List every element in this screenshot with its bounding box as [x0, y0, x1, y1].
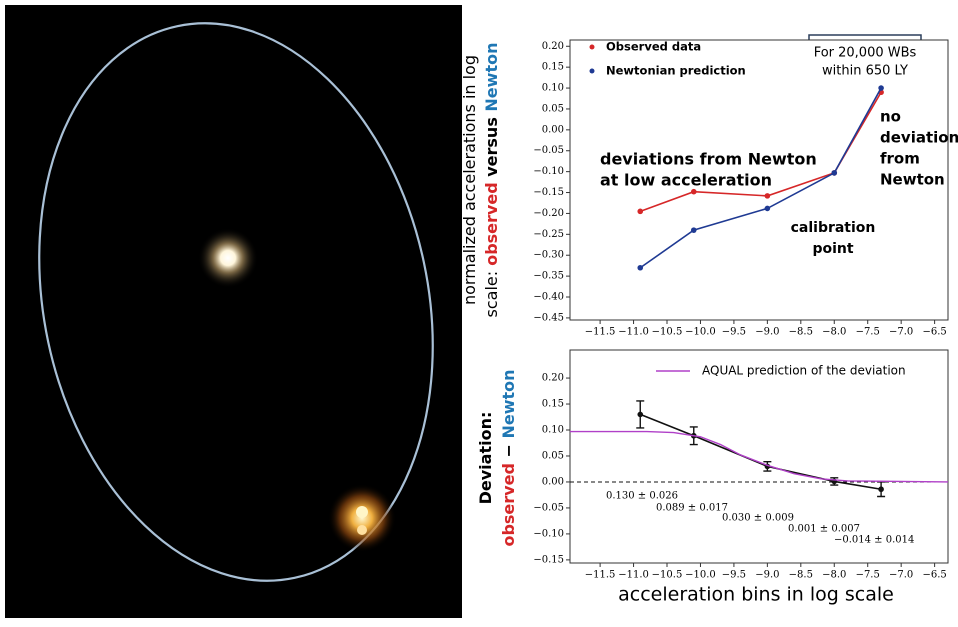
y-axis-label-part: Deviation: [476, 412, 495, 505]
point [878, 85, 884, 91]
x-tick-label: −11.5 [585, 570, 616, 581]
x-tick-label: −9.5 [722, 570, 746, 581]
x-tick-label: −11.5 [585, 327, 616, 338]
x-tick-label: −7.0 [889, 327, 913, 338]
annotation: calibration [791, 220, 876, 236]
y-tick-label: 0.05 [542, 103, 564, 114]
series-line [570, 430, 949, 483]
legend-marker [589, 44, 595, 50]
annotation: within 650 LY [822, 64, 908, 79]
y-tick-label: 0.15 [542, 399, 564, 410]
legend-label: AQUAL prediction of the deviation [702, 364, 906, 378]
x-tick-label: −10.0 [685, 327, 716, 338]
y-tick-label: −0.15 [533, 187, 564, 198]
y-tick-label: −0.10 [533, 528, 564, 539]
orbit [38, 22, 434, 582]
y-axis-label: scale: observed versus Newton [482, 43, 501, 318]
annotation: point [812, 241, 853, 257]
value-label: 0.001 ± 0.007 [788, 524, 860, 535]
x-tick-label: −9.0 [755, 570, 779, 581]
x-tick-label: −11.0 [618, 570, 649, 581]
x-tick-label: −10.5 [652, 570, 683, 581]
x-tick-label: −8.0 [822, 570, 846, 581]
y-tick-label: 0.05 [542, 450, 564, 461]
y-tick-label: 0.00 [542, 476, 564, 487]
annotation: deviations from Newton [600, 150, 817, 169]
y-axis-label-part: Newton [499, 369, 518, 438]
y-axis-label: normalized accelerations in log [460, 55, 479, 305]
y-axis-label-part: Newton [482, 43, 501, 112]
x-tick-label: −6.5 [922, 570, 946, 581]
x-tick-label: −9.5 [722, 327, 746, 338]
y-tick-label: 0.15 [542, 62, 564, 73]
value-label: −0.014 ± 0.014 [834, 535, 914, 546]
x-tick-label: −10.5 [652, 327, 683, 338]
y-axis-label-part: normalized accelerations in log [460, 55, 479, 305]
y-tick-label: 0.10 [542, 425, 564, 436]
y-tick-label: −0.15 [533, 554, 564, 565]
point [637, 264, 644, 271]
x-tick-label: −11.0 [618, 327, 649, 338]
x-tick-label: −7.5 [856, 327, 880, 338]
x-tick-label: −9.0 [755, 327, 779, 338]
y-tick-label: 0.20 [542, 41, 564, 52]
legend-marker [589, 68, 595, 74]
y-axis-label-part: scale: [482, 266, 501, 318]
point [764, 205, 771, 212]
x-tick-label: −6.5 [922, 327, 946, 338]
annotation: from [880, 150, 920, 168]
y-tick-label: −0.35 [533, 271, 564, 282]
x-tick-label: −7.5 [856, 570, 880, 581]
orbit-image [5, 5, 462, 618]
annotation: Newton [880, 171, 945, 189]
plot-frame [569, 349, 949, 564]
y-axis-label: Deviation: [476, 412, 495, 505]
y-tick-label: −0.20 [533, 208, 564, 219]
annotation: deviation [880, 129, 958, 147]
point [637, 208, 644, 215]
point [831, 170, 838, 176]
x-tick-label: −8.0 [822, 327, 846, 338]
star [198, 228, 258, 288]
y-tick-label: 0.20 [542, 373, 564, 384]
legend-label: Observed data [606, 40, 701, 54]
y-tick-label: −0.10 [533, 166, 564, 177]
value-label: 0.030 ± 0.009 [722, 513, 794, 524]
y-tick-label: 0.10 [542, 83, 564, 94]
x-tick-label: −10.0 [685, 570, 716, 581]
y-tick-label: −0.25 [533, 229, 564, 240]
point [637, 411, 644, 418]
y-axis-label: observed − Newton [499, 369, 518, 546]
y-axis-label-part: observed [499, 463, 518, 546]
star [357, 525, 367, 535]
star [356, 506, 368, 518]
x-tick-label: −8.5 [789, 327, 813, 338]
value-label: 0.130 ± 0.026 [606, 491, 678, 502]
point [690, 227, 697, 233]
point [690, 188, 697, 195]
y-tick-label: −0.05 [533, 502, 564, 513]
y-tick-label: −0.40 [533, 292, 564, 303]
point [764, 193, 771, 199]
y-tick-label: 0.00 [542, 124, 564, 135]
x-tick-label: −7.0 [889, 570, 913, 581]
y-axis-label-part: − [499, 439, 518, 464]
y-tick-label: −0.30 [533, 250, 564, 261]
y-axis-label-part: observed [482, 182, 501, 265]
legend-label: Newtonian prediction [606, 64, 746, 78]
x-axis-label: acceleration bins in log scale [618, 584, 894, 606]
y-tick-label: −0.05 [533, 145, 564, 156]
y-tick-label: −0.45 [533, 312, 564, 323]
x-tick-label: −8.5 [789, 570, 813, 581]
annotation: no [880, 108, 901, 126]
point [878, 486, 884, 493]
y-axis-label-part: versus [482, 112, 501, 183]
plot-frame [569, 39, 949, 321]
annotation: For 20,000 WBs [814, 46, 917, 61]
value-label: 0.089 ± 0.017 [656, 503, 728, 514]
annotation: at low acceleration [600, 171, 772, 190]
